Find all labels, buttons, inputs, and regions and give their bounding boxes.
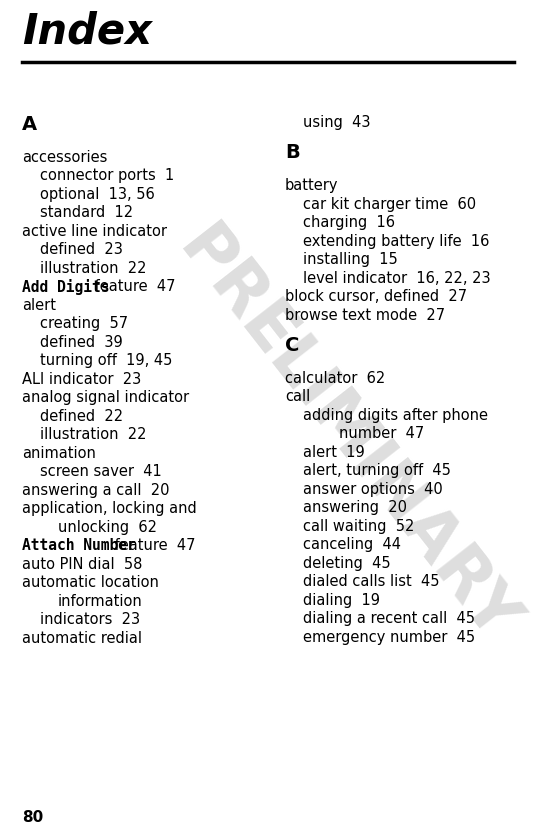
Text: auto PIN dial  58: auto PIN dial 58 xyxy=(22,556,143,572)
Text: defined  23: defined 23 xyxy=(40,242,123,257)
Text: ALI indicator  23: ALI indicator 23 xyxy=(22,371,142,386)
Text: PRELIMINARY: PRELIMINARY xyxy=(165,215,529,656)
Text: number  47: number 47 xyxy=(339,426,424,441)
Text: illustration  22: illustration 22 xyxy=(40,427,146,442)
Text: feature  47: feature 47 xyxy=(111,538,196,553)
Text: Add Digits: Add Digits xyxy=(22,279,109,295)
Text: Attach Number: Attach Number xyxy=(22,538,136,553)
Text: adding digits after phone: adding digits after phone xyxy=(303,407,488,422)
Text: animation: animation xyxy=(22,446,96,461)
Text: extending battery life  16: extending battery life 16 xyxy=(303,234,489,249)
Text: information: information xyxy=(58,593,143,608)
Text: analog signal indicator: analog signal indicator xyxy=(22,390,189,405)
Text: accessories: accessories xyxy=(22,149,107,164)
Text: unlocking  62: unlocking 62 xyxy=(58,520,157,535)
Text: answer options  40: answer options 40 xyxy=(303,482,443,496)
Text: using  43: using 43 xyxy=(303,115,371,130)
Text: installing  15: installing 15 xyxy=(303,252,398,267)
Text: emergency number  45: emergency number 45 xyxy=(303,629,475,644)
Text: automatic redial: automatic redial xyxy=(22,630,142,645)
Text: Index: Index xyxy=(22,10,152,52)
Text: screen saver  41: screen saver 41 xyxy=(40,464,162,479)
Text: creating  57: creating 57 xyxy=(40,316,128,331)
Text: charging  16: charging 16 xyxy=(303,215,395,230)
Text: illustration  22: illustration 22 xyxy=(40,261,146,276)
Text: battery: battery xyxy=(285,178,339,193)
Text: dialing  19: dialing 19 xyxy=(303,592,380,608)
Text: defined  22: defined 22 xyxy=(40,408,123,423)
Text: canceling  44: canceling 44 xyxy=(303,537,401,552)
Text: 80: 80 xyxy=(22,810,43,825)
Text: calculator  62: calculator 62 xyxy=(285,370,385,385)
Text: call waiting  52: call waiting 52 xyxy=(303,519,414,534)
Text: defined  39: defined 39 xyxy=(40,334,123,349)
Text: dialed calls list  45: dialed calls list 45 xyxy=(303,574,439,589)
Text: C: C xyxy=(285,336,300,355)
Text: deleting  45: deleting 45 xyxy=(303,556,391,571)
Text: answering  20: answering 20 xyxy=(303,500,407,515)
Text: A: A xyxy=(22,115,37,134)
Text: alert: alert xyxy=(22,297,56,313)
Text: level indicator  16, 22, 23: level indicator 16, 22, 23 xyxy=(303,271,491,286)
Text: optional  13, 56: optional 13, 56 xyxy=(40,187,155,201)
Text: B: B xyxy=(285,143,300,163)
Text: block cursor, defined  27: block cursor, defined 27 xyxy=(285,289,467,304)
Text: alert  19: alert 19 xyxy=(303,444,365,459)
Text: turning off  19, 45: turning off 19, 45 xyxy=(40,353,172,368)
Text: call: call xyxy=(285,389,310,404)
Text: automatic location: automatic location xyxy=(22,575,159,590)
Text: connector ports  1: connector ports 1 xyxy=(40,168,174,183)
Text: dialing a recent call  45: dialing a recent call 45 xyxy=(303,611,475,626)
Text: alert, turning off  45: alert, turning off 45 xyxy=(303,463,451,478)
Text: application, locking and: application, locking and xyxy=(22,501,197,516)
Text: standard  12: standard 12 xyxy=(40,205,133,220)
Text: feature  47: feature 47 xyxy=(90,279,176,294)
Text: active line indicator: active line indicator xyxy=(22,224,167,239)
Text: indicators  23: indicators 23 xyxy=(40,612,140,627)
Text: answering a call  20: answering a call 20 xyxy=(22,483,169,498)
Text: browse text mode  27: browse text mode 27 xyxy=(285,308,445,323)
Text: car kit charger time  60: car kit charger time 60 xyxy=(303,196,476,211)
